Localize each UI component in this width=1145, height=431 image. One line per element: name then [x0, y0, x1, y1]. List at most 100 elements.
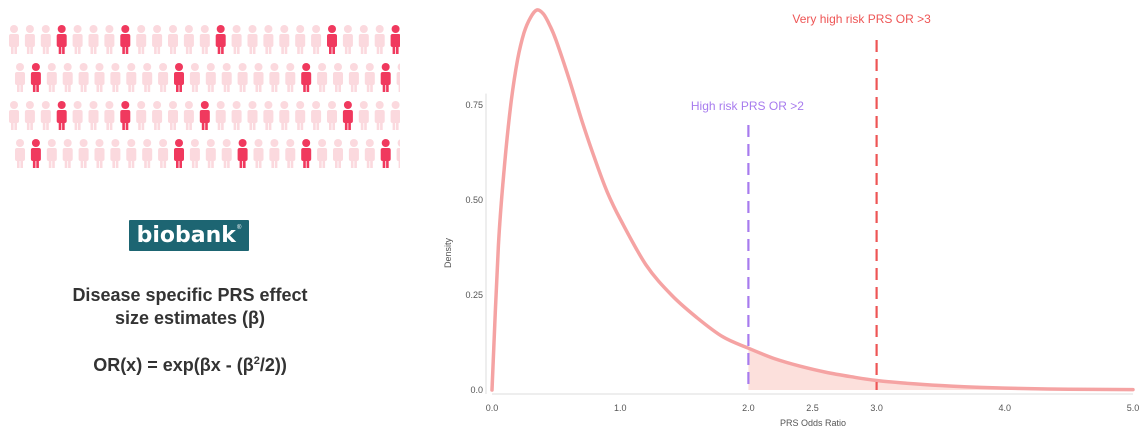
person-icon — [317, 139, 328, 168]
person-icon — [342, 25, 353, 54]
biobank-logo: biobank ® — [129, 220, 249, 251]
person-icon — [62, 139, 73, 168]
y-tick-label: 0.75 — [465, 100, 483, 110]
person-icon — [126, 63, 137, 92]
person-icon — [40, 101, 51, 130]
prs-description: Disease specific PRS effect size estimat… — [30, 284, 350, 330]
person-icon — [285, 139, 296, 168]
person-icon — [30, 63, 41, 92]
logo-text: biobank — [136, 223, 236, 248]
person-icon — [72, 101, 83, 130]
person-icon — [358, 25, 369, 54]
person-icon — [189, 63, 200, 92]
person-icon — [152, 101, 163, 130]
person-icon — [279, 101, 290, 130]
person-icon — [285, 63, 296, 92]
person-icon — [295, 25, 306, 54]
odds-ratio-formula: OR(x) = exp(βx - (β2/2)) — [30, 355, 350, 376]
person-icon — [263, 25, 274, 54]
formula-exponent: 2 — [253, 355, 260, 367]
x-axis-label: PRS Odds Ratio — [780, 418, 846, 428]
person-icon — [327, 25, 337, 54]
person-icon — [94, 63, 105, 92]
y-tick-label: 0.25 — [465, 290, 483, 300]
person-icon — [348, 63, 359, 92]
person-icon — [120, 25, 131, 54]
person-icon — [40, 25, 51, 54]
person-icon — [327, 101, 337, 130]
person-icon — [342, 101, 353, 130]
person-icon — [221, 63, 232, 92]
person-icon — [168, 101, 178, 130]
person-icon — [110, 63, 121, 92]
person-icon — [390, 25, 400, 54]
person-icon — [15, 63, 25, 92]
person-icon — [158, 63, 169, 92]
person-icon — [390, 101, 400, 130]
person-icon — [374, 25, 385, 54]
description-line-1: Disease specific PRS effect — [72, 285, 308, 305]
y-tick-label: 0.50 — [465, 195, 483, 205]
person-icon — [311, 25, 322, 54]
person-icon — [279, 25, 290, 54]
person-icon — [364, 139, 375, 168]
person-icon — [15, 139, 25, 168]
person-icon — [269, 63, 280, 92]
y-axis-label: Density — [443, 237, 453, 268]
person-icon — [237, 139, 248, 168]
person-icon — [374, 101, 385, 130]
person-icon — [247, 101, 258, 130]
person-icon — [88, 101, 99, 130]
x-tick-label: 4.0 — [999, 403, 1012, 413]
person-icon — [317, 63, 328, 92]
person-icon — [348, 139, 359, 168]
description-line-2: size estimates (β) — [114, 308, 266, 328]
person-icon — [215, 101, 226, 130]
person-icon — [301, 63, 312, 92]
density-curve — [490, 8, 1135, 392]
threshold-label: High risk PRS OR >2 — [691, 99, 804, 113]
person-icon — [30, 139, 41, 168]
person-icon — [231, 101, 242, 130]
person-icon — [247, 25, 258, 54]
threshold-label: Very high risk PRS OR >3 — [792, 12, 931, 26]
person-icon — [88, 25, 99, 54]
person-icon — [56, 25, 67, 54]
person-icon — [104, 101, 115, 130]
logo-registered-mark: ® — [236, 224, 242, 231]
x-tick-label: 3.0 — [870, 403, 883, 413]
x-tick-label: 2.0 — [742, 403, 755, 413]
person-icon — [380, 63, 391, 92]
person-icon — [199, 101, 210, 130]
formula-prefix: OR(x) = exp(βx - (β — [93, 355, 254, 375]
person-icon — [24, 25, 35, 54]
person-icon — [174, 63, 184, 92]
person-icon — [24, 101, 35, 130]
x-tick-label: 0.0 — [486, 403, 499, 413]
population-icons — [9, 25, 400, 168]
person-icon — [205, 139, 216, 168]
person-icon — [301, 139, 312, 168]
y-tick-label: 0.0 — [470, 385, 483, 395]
formula-suffix: /2)) — [259, 355, 287, 375]
person-icon — [94, 139, 105, 168]
person-icon — [253, 63, 264, 92]
person-icon — [62, 63, 73, 92]
person-icon — [231, 25, 242, 54]
person-icon — [183, 101, 194, 130]
person-icon — [396, 63, 400, 92]
person-icon — [110, 139, 121, 168]
x-tick-label: 1.0 — [614, 403, 627, 413]
person-icon — [46, 63, 57, 92]
person-icon — [104, 25, 115, 54]
person-icon — [78, 63, 89, 92]
person-icon — [136, 25, 147, 54]
person-icon — [269, 139, 280, 168]
person-icon — [358, 101, 369, 130]
person-icon — [120, 101, 131, 130]
person-icon — [72, 25, 83, 54]
person-icon — [333, 63, 343, 92]
person-icon — [158, 139, 169, 168]
person-icon — [396, 139, 400, 168]
